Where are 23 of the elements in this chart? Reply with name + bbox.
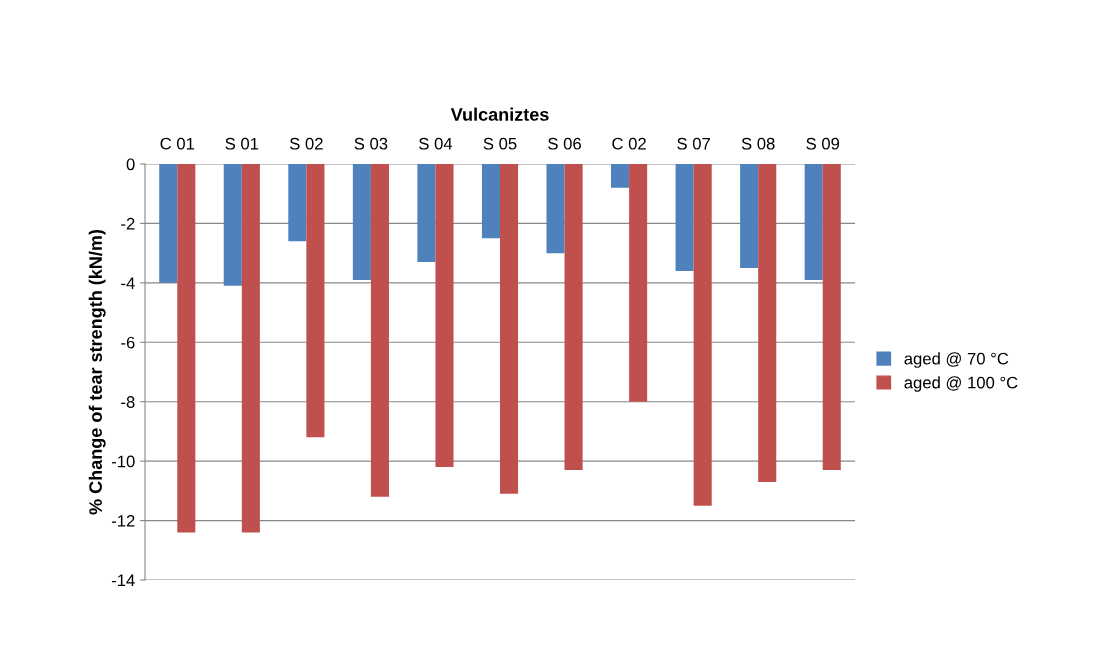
x-tick-label: C 02 [612,137,646,150]
y-axis-title: % Change of tear strength (kN/m) [88,229,106,515]
y-tick-label: -4 [121,277,135,289]
legend-label: aged @ 100 °C [904,376,1018,392]
y-tick-label: -2 [121,217,135,230]
x-tick-label: S 03 [354,137,388,150]
x-tick-label: S 05 [483,137,517,150]
x-tick-label: S 07 [677,137,710,150]
x-tick-label: S 06 [548,137,581,150]
x-tick-label: S 02 [289,137,323,150]
y-tick-label: -10 [111,455,135,468]
x-axis-title: Vulcaniztes [450,107,549,121]
y-tick-label: -14 [111,574,135,587]
x-tick-label: S 08 [741,137,775,150]
y-tick-label: -12 [111,514,135,527]
y-tick-label: -8 [121,396,135,408]
y-tick-label: 0 [126,158,135,171]
x-tick-label: S 01 [225,137,259,150]
x-tick-label: C 01 [160,137,195,150]
legend-label: aged @ 70 °C [904,352,1009,368]
y-tick-label: -6 [121,336,135,349]
x-tick-label: S 04 [419,137,453,150]
x-tick-label: S 09 [806,137,840,150]
